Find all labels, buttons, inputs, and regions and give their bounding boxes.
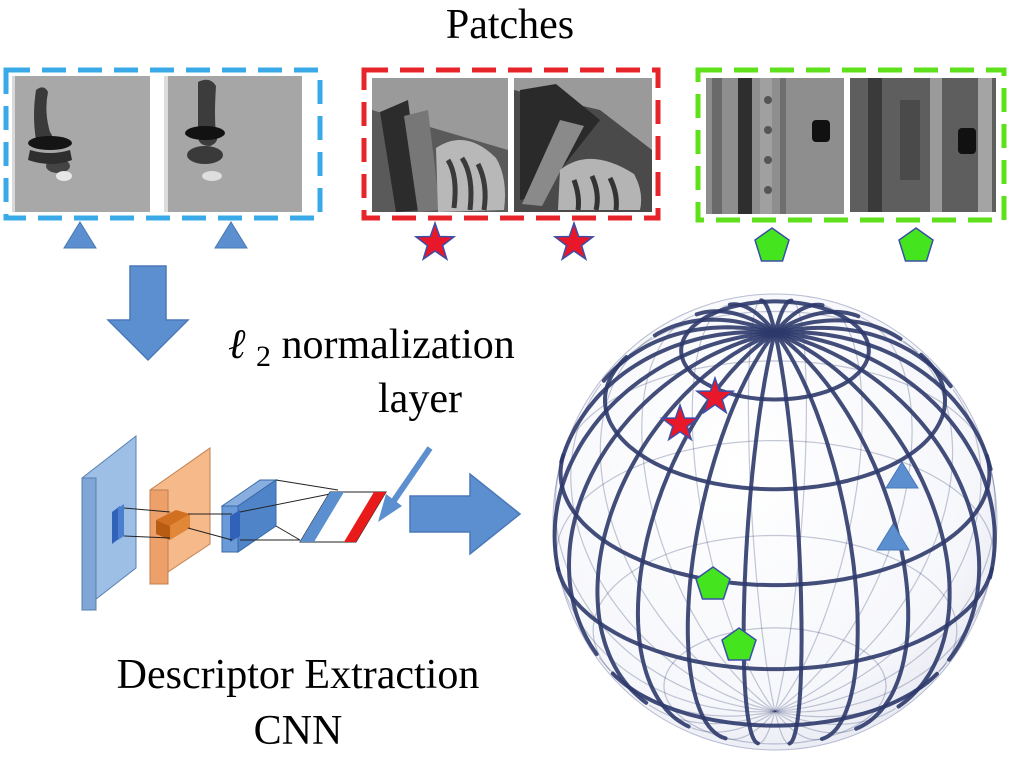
triangle-marker bbox=[876, 523, 910, 551]
sphere-grid-line bbox=[759, 298, 777, 335]
sphere-grid-line bbox=[773, 330, 993, 472]
right-arrow bbox=[409, 472, 522, 556]
sphere-grid-line bbox=[773, 309, 861, 335]
patch-image bbox=[372, 78, 508, 212]
sphere-grid-line bbox=[774, 581, 990, 713]
sphere-grid-line bbox=[774, 710, 854, 734]
title: Patches bbox=[446, 2, 574, 48]
star-marker bbox=[659, 402, 701, 442]
patch-image bbox=[12, 76, 150, 212]
sphere-grid-line bbox=[741, 330, 777, 746]
pentagon-marker bbox=[721, 627, 757, 661]
pentagon-marker bbox=[695, 566, 731, 600]
sphere-grid-line bbox=[641, 314, 776, 712]
sphere-grid-line bbox=[774, 710, 790, 745]
sphere-grid-line bbox=[774, 473, 997, 712]
sphere-grid-line bbox=[774, 389, 982, 712]
sphere-grid-line bbox=[628, 310, 919, 355]
group-border bbox=[361, 67, 661, 221]
subscript-2: 2 bbox=[256, 340, 271, 373]
sphere-grid-line bbox=[757, 710, 776, 745]
pentagon-group bbox=[695, 67, 1007, 262]
star-marker bbox=[413, 220, 457, 262]
sphere-grid bbox=[552, 298, 997, 746]
star-group bbox=[361, 67, 661, 262]
sphere-grid-line bbox=[773, 302, 825, 335]
ell-symbol: ℓ bbox=[228, 322, 246, 368]
sphere-grid-line bbox=[595, 330, 777, 705]
sphere-grid-line bbox=[694, 309, 777, 335]
sphere-grid-line bbox=[652, 317, 777, 338]
triangle-marker bbox=[63, 221, 97, 249]
star-marker bbox=[694, 375, 736, 415]
sphere-grid-line bbox=[690, 710, 776, 733]
sphere-grid-line bbox=[773, 330, 860, 741]
sphere-grid-line bbox=[566, 330, 777, 657]
sphere-grid-line bbox=[774, 300, 808, 712]
sphere-grid-line bbox=[774, 707, 896, 726]
patch-image bbox=[514, 78, 652, 212]
cnn-label-line1: Descriptor Extraction bbox=[117, 652, 480, 698]
down-arrow bbox=[106, 265, 190, 362]
triangle-marker bbox=[214, 221, 248, 249]
sphere-grid-line bbox=[774, 340, 954, 712]
sphere-grid-line bbox=[773, 330, 982, 662]
sphere-grid-line bbox=[773, 298, 794, 335]
sphere-grid-line bbox=[598, 657, 776, 717]
sphere-grid-line bbox=[774, 305, 863, 712]
patch-image bbox=[850, 78, 996, 212]
normalization-label-line2: layer bbox=[378, 376, 462, 422]
sphere-grid-line bbox=[774, 662, 947, 718]
normalization-word: normalization bbox=[282, 322, 515, 368]
sphere-grid-line bbox=[774, 316, 913, 712]
sphere-grid-line bbox=[799, 567, 994, 671]
normalization-label-line1: ℓ 2 normalization bbox=[228, 322, 515, 376]
sphere-grid-line bbox=[773, 325, 953, 389]
sphere-grid-line bbox=[685, 330, 777, 741]
group-border bbox=[695, 67, 1007, 223]
sphere-grid-line bbox=[793, 352, 947, 491]
star-marker bbox=[552, 220, 596, 262]
sphere-grid-line bbox=[601, 325, 777, 383]
sphere-grid-line bbox=[773, 330, 952, 709]
triangle-group bbox=[3, 67, 323, 249]
sphere-grid-line bbox=[773, 318, 903, 341]
sphere-grid-line bbox=[559, 329, 777, 464]
cnn-illustration bbox=[81, 434, 387, 612]
descriptor-vector bbox=[299, 491, 387, 543]
sphere-grid-line bbox=[728, 302, 777, 335]
sphere-grid-line bbox=[773, 330, 997, 580]
group-border bbox=[3, 67, 323, 221]
pentagon-marker bbox=[754, 227, 790, 262]
sphere-grid-line bbox=[774, 710, 821, 741]
patch-image bbox=[706, 78, 844, 214]
triangle-marker bbox=[885, 461, 919, 489]
pointer-arrow bbox=[378, 446, 433, 522]
sphere-grid-line bbox=[552, 330, 777, 573]
sphere-grid-line bbox=[773, 330, 804, 746]
patch-image bbox=[164, 76, 302, 212]
sphere-grid-line bbox=[635, 330, 777, 729]
unit-sphere bbox=[552, 293, 998, 751]
cnn-label-line2: CNN bbox=[254, 708, 343, 754]
pentagon-marker bbox=[898, 227, 934, 262]
